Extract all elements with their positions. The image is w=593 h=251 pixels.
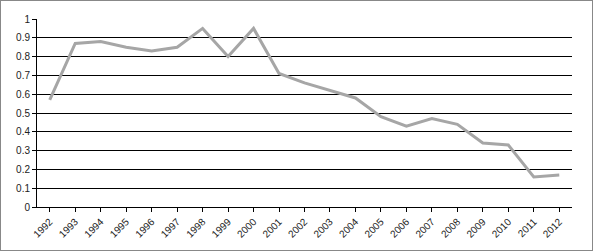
svg-text:2007: 2007 [413,216,437,240]
svg-text:0.8: 0.8 [16,51,30,62]
svg-text:0: 0 [24,202,30,213]
svg-text:1999: 1999 [210,216,234,240]
svg-text:2008: 2008 [439,216,463,240]
svg-text:1995: 1995 [108,216,132,240]
svg-text:1998: 1998 [184,216,208,240]
svg-text:2004: 2004 [337,216,361,240]
svg-text:1992: 1992 [31,216,55,240]
svg-text:1: 1 [24,14,30,25]
svg-text:1997: 1997 [159,216,183,240]
svg-text:2010: 2010 [490,216,514,240]
svg-text:1994: 1994 [82,216,106,240]
svg-text:1996: 1996 [133,216,157,240]
svg-text:2011: 2011 [516,216,539,239]
svg-text:2005: 2005 [362,216,386,240]
svg-text:0.2: 0.2 [16,164,30,175]
svg-text:2006: 2006 [388,216,412,240]
svg-text:2009: 2009 [464,216,488,240]
svg-text:2001: 2001 [260,216,284,240]
svg-text:0.3: 0.3 [16,145,30,156]
svg-text:0.5: 0.5 [16,108,30,119]
svg-text:0.6: 0.6 [16,89,30,100]
svg-text:0.9: 0.9 [16,32,30,43]
svg-text:2012: 2012 [541,216,565,240]
svg-text:2002: 2002 [286,216,310,240]
svg-text:2000: 2000 [235,216,259,240]
svg-text:2003: 2003 [311,216,335,240]
svg-text:0.7: 0.7 [16,70,30,81]
svg-text:0.1: 0.1 [16,183,30,194]
svg-text:1993: 1993 [57,216,81,240]
svg-text:0.4: 0.4 [16,126,30,137]
